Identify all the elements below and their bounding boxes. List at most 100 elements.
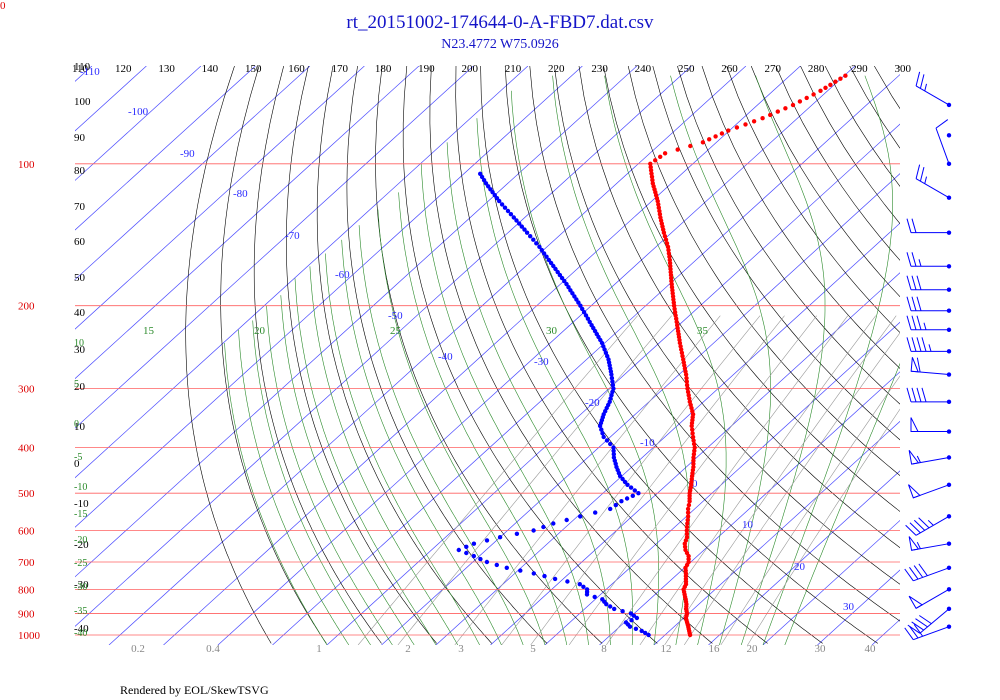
dry-adiabat-line: [316, 66, 493, 644]
mixing-ratio-line: [357, 315, 638, 645]
left-theta-label: 0: [74, 458, 80, 470]
dewpoint-point: [639, 628, 644, 634]
temperature-point: [783, 106, 788, 111]
wind-barb-flag: [918, 563, 928, 576]
wind-barb-flag: [909, 522, 921, 534]
isotherm-label: -60: [335, 269, 350, 281]
left-moist-label: -5: [74, 452, 82, 463]
left-theta-label: 50: [74, 272, 86, 284]
dewpoint-point: [599, 427, 604, 432]
moist-adiabat-line: [266, 305, 393, 645]
wind-barb-flag: [906, 296, 912, 311]
wind-barb-flag: [906, 275, 912, 290]
dry-adiabat-line: [677, 66, 900, 405]
temperature-point: [675, 323, 680, 328]
dewpoint-point: [601, 434, 606, 440]
mixing-ratio-label: 20: [747, 643, 759, 655]
dewpoint-point: [611, 386, 616, 391]
temperature-point: [690, 434, 696, 440]
left-theta-label: -40: [74, 623, 89, 635]
isotherm-line: [708, 470, 900, 645]
wind-barb-flag: [919, 74, 925, 89]
top-temp-label: 240: [635, 63, 652, 75]
isotherm-line: [75, 66, 365, 330]
isotherm-label: -70: [285, 230, 300, 242]
top-temp-label: 200: [461, 63, 478, 75]
temperature-point: [685, 389, 691, 395]
dry-adiabat-line: [220, 66, 327, 644]
dewpoint-point: [464, 544, 469, 549]
dewpoint-point: [583, 313, 589, 318]
dewpoint-point: [537, 244, 542, 249]
moist-adiabat-line: [358, 225, 524, 645]
temperature-point: [649, 171, 654, 176]
temperature-point: [692, 448, 697, 453]
temperature-point: [662, 151, 668, 156]
isotherm-line: [435, 222, 900, 645]
dewpoint-point: [478, 171, 483, 176]
temperature-point: [775, 109, 780, 114]
wind-barb-flag: [911, 296, 917, 311]
dry-adiabat-line: [185, 66, 272, 644]
mixing-ratio-line: [747, 408, 900, 645]
wind-barb-halfflag: [916, 541, 921, 549]
temperature-point: [691, 455, 696, 460]
isotherm-label: -10: [640, 437, 655, 449]
temperature-point: [656, 205, 661, 210]
top-temp-label: 230: [591, 63, 608, 75]
temperature-point: [681, 357, 686, 362]
wind-barb: [915, 71, 952, 108]
isotherm-line: [75, 66, 202, 181]
isotherm-line: [381, 173, 900, 645]
moist-adiabat-line: [398, 192, 568, 645]
dewpoint-point: [632, 488, 637, 493]
dry-adiabat-line: [346, 66, 548, 644]
dry-adiabat-line: [824, 66, 900, 187]
isotherm-label: 10: [742, 519, 754, 531]
dewpoint-point: [643, 630, 648, 636]
wind-barb: [935, 119, 952, 167]
dewpoint-point: [531, 237, 536, 242]
temperature-point: [684, 531, 690, 536]
wind-barb: [906, 296, 952, 313]
mixing-ratio-line: [683, 332, 900, 645]
mixing-ratio-label: 12: [661, 643, 672, 655]
dewpoint-point: [471, 541, 477, 546]
temperature-point: [662, 234, 668, 239]
left-moist-label: -10: [74, 482, 87, 493]
moist-adiabat-line: [784, 362, 900, 645]
dewpoint-point: [604, 438, 610, 443]
isotherm-line: [217, 66, 856, 645]
dewpoint-point: [581, 310, 587, 315]
mixing-ratio-label: 8: [601, 643, 607, 655]
wind-barb-flag: [905, 524, 917, 536]
temperature-point: [690, 427, 695, 432]
temperature-point: [672, 310, 678, 315]
mixing-ratio-label: 5: [530, 643, 536, 655]
isotherm-label: 0: [692, 478, 698, 490]
wind-barb-flag: [918, 517, 930, 529]
wind-barb-flag: [915, 164, 921, 179]
wind-barb-staff: [913, 626, 950, 641]
temperature-point: [684, 528, 689, 533]
left-theta-label: 20: [74, 381, 86, 393]
dewpoint-point: [610, 389, 615, 395]
dewpoint-point: [524, 230, 530, 235]
isotherm-label: -100: [128, 106, 149, 118]
dewpoint-point: [600, 597, 605, 602]
wind-barb: [910, 417, 952, 434]
wind-barb: [946, 133, 952, 138]
temperature-point: [685, 510, 691, 515]
left-theta-label: 30: [74, 344, 86, 356]
isotherm-label: 30: [843, 601, 855, 613]
dewpoint-point: [609, 393, 614, 398]
wind-barb: [907, 606, 952, 634]
dewpoint-point: [564, 517, 569, 523]
dry-adiabat-line: [726, 66, 900, 334]
mixing-ratio-label: 0.4: [206, 643, 220, 655]
temperature-point: [684, 375, 689, 381]
temperature-point: [680, 353, 685, 359]
dewpoint-point: [600, 431, 605, 436]
wind-barb-halfflag: [916, 455, 921, 463]
